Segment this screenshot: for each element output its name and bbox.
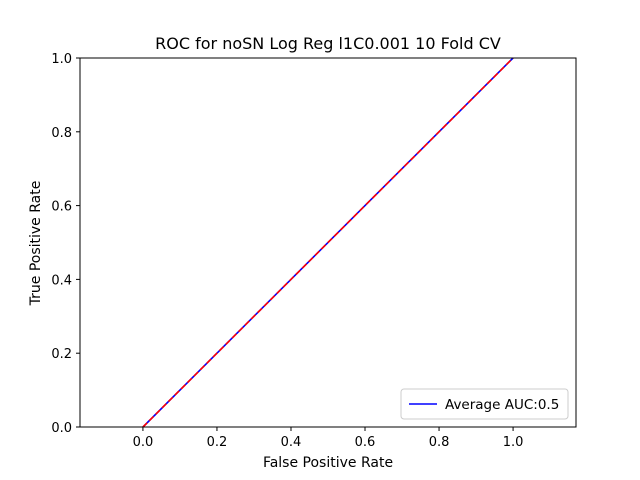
y-tick-label: 0.8 [51, 126, 72, 141]
axes-frame [79, 57, 577, 428]
x-tick-label: 0.0 [133, 435, 154, 450]
x-tick-label: 0.6 [355, 435, 376, 450]
y-axis-label: True Positive Rate [28, 181, 44, 307]
x-tick-label: 0.8 [429, 435, 450, 450]
x-tick-label: 0.2 [207, 435, 228, 450]
y-tick-label: 0.0 [51, 421, 72, 436]
y-tick-label: 0.6 [51, 200, 72, 215]
series-layer [142, 57, 514, 428]
legend-box [400, 388, 569, 420]
axes-layer: 0.0 0.2 0.4 0.6 0.8 1.0 0.0 0.2 0.4 0.6 0.8 1.0 [51, 52, 577, 450]
legend: Average AUC:0.5 [400, 388, 569, 420]
chance-diagonal-line [142, 57, 514, 428]
y-tick-label: 0.4 [51, 273, 72, 288]
legend-label: Average AUC:0.5 [445, 397, 559, 413]
y-tick-label: 1.0 [51, 52, 72, 67]
x-tick-label: 0.4 [281, 435, 302, 450]
x-axis-label: False Positive Rate [263, 455, 393, 471]
y-tick-label: 0.2 [51, 347, 72, 362]
chart-title: ROC for noSN Log Reg l1C0.001 10 Fold CV [155, 34, 501, 53]
x-tick-label: 1.0 [503, 435, 524, 450]
